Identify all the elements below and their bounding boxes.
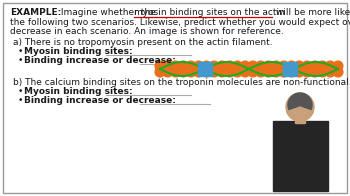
Circle shape <box>248 61 258 71</box>
Circle shape <box>178 67 188 77</box>
Circle shape <box>279 61 289 71</box>
Circle shape <box>326 67 335 77</box>
Circle shape <box>202 61 211 71</box>
Circle shape <box>279 67 289 77</box>
Wedge shape <box>287 107 313 121</box>
Circle shape <box>202 67 211 77</box>
Text: •: • <box>18 56 23 65</box>
Circle shape <box>326 61 335 71</box>
Circle shape <box>232 67 242 77</box>
Circle shape <box>294 61 304 71</box>
Circle shape <box>240 61 250 71</box>
Circle shape <box>225 61 235 71</box>
Circle shape <box>225 67 235 77</box>
Circle shape <box>256 67 266 77</box>
Circle shape <box>256 61 266 71</box>
Text: the following two scenarios. Likewise, predict whether you would expect overall : the following two scenarios. Likewise, p… <box>10 18 350 27</box>
Circle shape <box>186 67 196 77</box>
Text: EXAMPLE:: EXAMPLE: <box>10 8 61 17</box>
Circle shape <box>333 67 343 77</box>
Circle shape <box>194 61 204 71</box>
Text: Binding increase or decrease:: Binding increase or decrease: <box>24 56 176 65</box>
Circle shape <box>333 61 343 71</box>
Bar <box>295 115 305 123</box>
Text: Imagine whether the: Imagine whether the <box>58 8 159 17</box>
Circle shape <box>302 61 312 71</box>
Circle shape <box>287 61 296 71</box>
Circle shape <box>209 61 219 71</box>
Text: will be more likely to be exposed or blocked in: will be more likely to be exposed or blo… <box>273 8 350 17</box>
Circle shape <box>286 93 314 121</box>
Bar <box>283 62 297 76</box>
Circle shape <box>240 67 250 77</box>
Circle shape <box>170 61 180 71</box>
Circle shape <box>232 61 242 71</box>
Circle shape <box>163 67 173 77</box>
Circle shape <box>287 67 296 77</box>
Text: •: • <box>18 96 23 105</box>
Circle shape <box>318 61 327 71</box>
Bar <box>273 121 328 191</box>
Circle shape <box>155 61 165 71</box>
Circle shape <box>271 67 281 77</box>
Text: •: • <box>18 87 23 96</box>
Text: Binding increase or decrease:: Binding increase or decrease: <box>24 96 176 105</box>
Circle shape <box>170 67 180 77</box>
Circle shape <box>155 67 165 77</box>
Text: b) The calcium binding sites on the troponin molecules are non-functional.: b) The calcium binding sites on the trop… <box>13 78 350 87</box>
Text: Myosin binding sites:: Myosin binding sites: <box>24 47 133 56</box>
Circle shape <box>217 67 227 77</box>
Circle shape <box>209 67 219 77</box>
Circle shape <box>288 93 312 117</box>
Circle shape <box>217 61 227 71</box>
Circle shape <box>310 61 320 71</box>
Text: a) There is no tropomyosin present on the actin filament.: a) There is no tropomyosin present on th… <box>13 38 273 47</box>
Circle shape <box>294 67 304 77</box>
Circle shape <box>186 61 196 71</box>
Circle shape <box>178 61 188 71</box>
Circle shape <box>194 67 204 77</box>
Circle shape <box>264 61 273 71</box>
Bar <box>198 62 212 76</box>
Circle shape <box>163 61 173 71</box>
Circle shape <box>302 67 312 77</box>
Circle shape <box>318 67 327 77</box>
FancyBboxPatch shape <box>3 3 347 193</box>
Text: myosin binding sites on the actin: myosin binding sites on the actin <box>134 8 285 17</box>
Text: decrease in each scenario. An image is shown for reference.: decrease in each scenario. An image is s… <box>10 27 284 36</box>
Text: •: • <box>18 47 23 56</box>
Circle shape <box>264 67 273 77</box>
Text: Myosin binding sites:: Myosin binding sites: <box>24 87 133 96</box>
Circle shape <box>248 67 258 77</box>
Circle shape <box>310 67 320 77</box>
Circle shape <box>271 61 281 71</box>
